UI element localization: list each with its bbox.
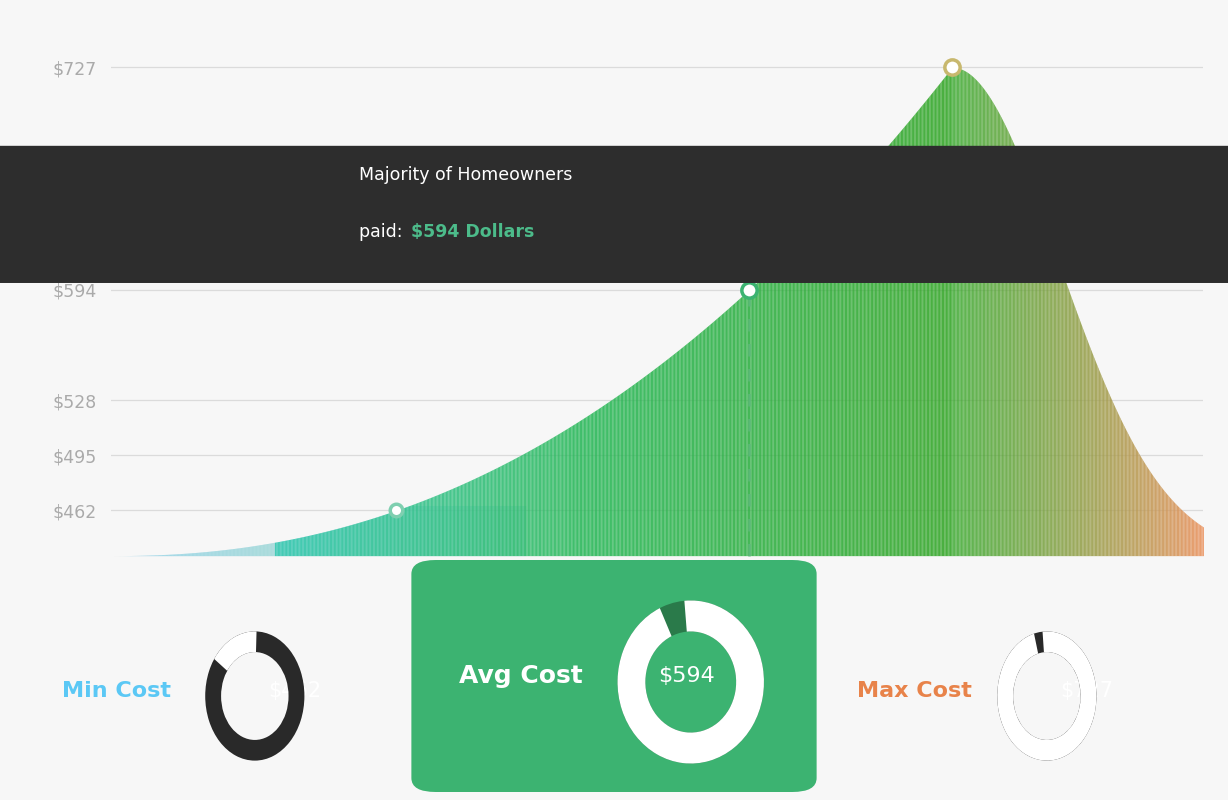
Text: $594: $594 (658, 666, 716, 686)
Wedge shape (214, 631, 257, 670)
Text: paid:: paid: (359, 222, 408, 241)
Wedge shape (997, 631, 1097, 761)
Text: Avg Cost: Avg Cost (459, 664, 582, 688)
FancyBboxPatch shape (0, 146, 1228, 283)
Text: Majority of Homeowners: Majority of Homeowners (359, 166, 572, 184)
Wedge shape (205, 631, 305, 761)
Text: $462: $462 (268, 681, 322, 701)
Text: $594 Dollars: $594 Dollars (411, 222, 534, 241)
Wedge shape (618, 601, 764, 763)
Wedge shape (997, 631, 1097, 761)
Text: Min Cost: Min Cost (63, 681, 171, 701)
Wedge shape (618, 601, 764, 763)
FancyBboxPatch shape (411, 560, 817, 792)
Text: $727: $727 (1060, 681, 1114, 701)
Polygon shape (668, 202, 701, 248)
Text: Max Cost: Max Cost (857, 681, 973, 701)
